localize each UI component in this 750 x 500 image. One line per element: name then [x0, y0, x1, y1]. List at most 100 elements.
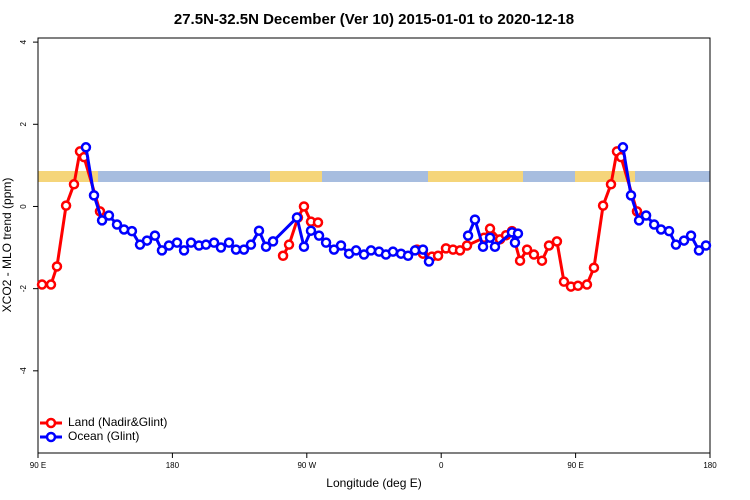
- data-point: [700, 240, 712, 251]
- x-tick-label: 180: [166, 461, 180, 470]
- data-point: [208, 237, 220, 248]
- data-point: [96, 215, 108, 226]
- data-point: [365, 245, 377, 256]
- y-axis-label: XCO2 - MLO trend (ppm): [0, 178, 14, 313]
- data-point: [387, 246, 399, 257]
- data-point: [320, 237, 332, 248]
- data-point: [625, 190, 637, 201]
- data-point: [543, 240, 555, 251]
- data-point: [685, 230, 697, 241]
- data-point: [171, 237, 183, 248]
- data-point: [298, 241, 310, 252]
- data-point: [238, 244, 250, 255]
- x-tick-label: 180: [703, 461, 717, 470]
- data-point: [432, 250, 444, 262]
- data-point: [597, 200, 609, 211]
- data-point: [462, 230, 474, 241]
- data-point: [512, 228, 524, 239]
- x-axis-label: Longitude (deg E): [326, 476, 421, 490]
- data-point: [305, 225, 317, 236]
- data-point: [402, 250, 414, 262]
- data-point: [670, 239, 682, 250]
- legend-label: Ocean (Glint): [68, 429, 139, 443]
- data-point: [633, 215, 645, 226]
- data-point: [253, 225, 265, 236]
- x-tick-label: 90 E: [30, 461, 46, 470]
- data-point: [417, 244, 429, 255]
- data-point: [514, 255, 526, 266]
- data-point: [678, 235, 690, 246]
- series: [80, 142, 712, 267]
- map-strip: [38, 171, 710, 182]
- data-point: [461, 240, 473, 251]
- data-point: [663, 225, 675, 237]
- data-point: [581, 279, 593, 290]
- y-tick-label: 0: [19, 204, 28, 209]
- data-point: [178, 245, 190, 256]
- data-point: [469, 214, 481, 225]
- data-point: [350, 245, 362, 256]
- data-point: [141, 235, 153, 246]
- data-point: [477, 241, 489, 252]
- data-point: [111, 219, 123, 230]
- data-point: [551, 236, 563, 247]
- data-point: [60, 200, 72, 211]
- data-point: [640, 210, 652, 221]
- data-point: [655, 224, 667, 235]
- data-point: [103, 210, 115, 221]
- data-point: [558, 276, 570, 287]
- data-point: [45, 279, 57, 290]
- y-tick-label: -2: [19, 285, 28, 293]
- data-point: [267, 236, 279, 247]
- data-point: [68, 179, 80, 190]
- data-point: [163, 240, 175, 251]
- data-point: [648, 219, 660, 230]
- data-point: [536, 255, 548, 266]
- data-point: [509, 237, 521, 248]
- y-tick-label: -4: [19, 367, 28, 375]
- data-point: [693, 245, 705, 256]
- data-point: [313, 230, 325, 241]
- x-tick-label: 90 W: [297, 461, 316, 470]
- data-point: [215, 242, 227, 253]
- data-point: [528, 249, 540, 260]
- y-tick-label: 4: [19, 39, 28, 44]
- data-point: [283, 239, 295, 250]
- data-point: [156, 245, 168, 256]
- data-point: [454, 245, 466, 256]
- y-tick-label: 2: [19, 122, 28, 127]
- data-point: [51, 261, 63, 272]
- data-point: [245, 239, 257, 250]
- data-point: [484, 223, 496, 234]
- data-point: [312, 217, 324, 228]
- legend-marker: [45, 417, 57, 429]
- data-point: [260, 241, 272, 252]
- data-point: [423, 256, 435, 267]
- data-point: [291, 212, 303, 223]
- data-point: [588, 262, 600, 273]
- data-point: [200, 239, 212, 250]
- data-point: [36, 279, 48, 290]
- data-point: [126, 225, 138, 237]
- data-point: [572, 280, 584, 292]
- data-point: [298, 201, 310, 212]
- legend-marker: [45, 431, 57, 443]
- series: [36, 146, 643, 292]
- x-tick-label: 0: [439, 461, 444, 470]
- legend: Land (Nadir&Glint)Ocean (Glint): [40, 415, 167, 443]
- data-point: [88, 190, 100, 201]
- data-point: [605, 179, 617, 190]
- data-point: [223, 237, 235, 248]
- data-point: [489, 241, 501, 252]
- data-point: [80, 142, 92, 153]
- x-tick-label: 90 E: [567, 461, 583, 470]
- chart-title: 27.5N-32.5N December (Ver 10) 2015-01-01…: [174, 11, 574, 28]
- data-point: [617, 142, 629, 153]
- data-point: [521, 244, 533, 255]
- legend-label: Land (Nadir&Glint): [68, 415, 167, 429]
- data-point: [335, 240, 347, 251]
- data-point: [484, 232, 496, 243]
- data-point: [277, 250, 289, 262]
